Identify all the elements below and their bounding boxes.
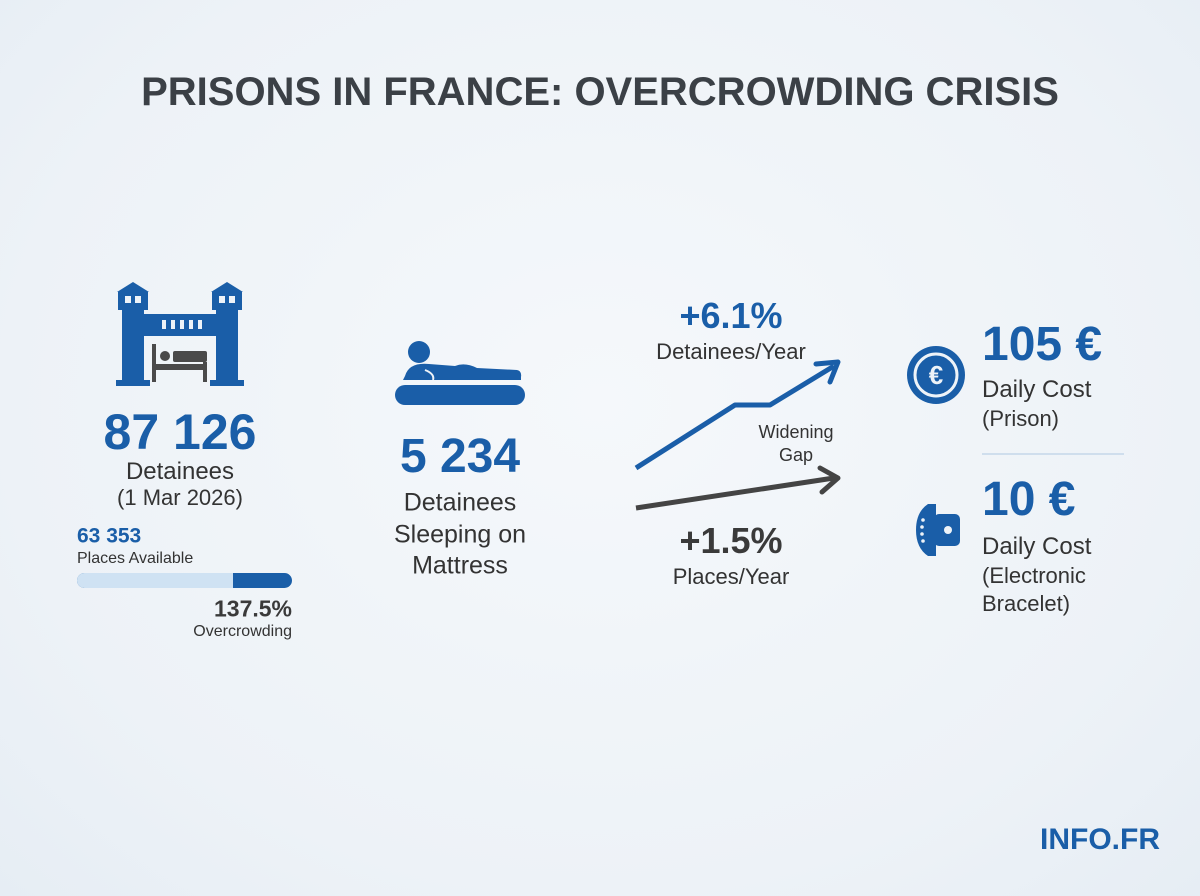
page-title: PRISONS IN FRANCE: OVERCROWDING CRISIS <box>141 70 1059 114</box>
mattress-label-line-2: Sleeping on <box>393 520 527 549</box>
overcrowding-label: Overcrowding <box>193 623 292 640</box>
detainees-trend-arrow <box>634 359 841 471</box>
detainees-growth-label: Detainees/Year <box>656 339 806 364</box>
gap-label-line-1: Widening <box>758 422 834 442</box>
electronic-bracelet-icon <box>916 504 960 556</box>
detainees-count: 87 126 <box>103 404 257 460</box>
bracelet-cost-label-line-1: Daily Cost <box>982 533 1092 560</box>
capacity-bar-places-segment <box>77 573 234 588</box>
bracelet-cost-label-line-2: (Electronic <box>982 563 1086 588</box>
capacity-bar <box>77 573 292 588</box>
places-growth-label: Places/Year <box>672 564 790 589</box>
euro-coin-icon: € <box>907 346 965 404</box>
cost-divider <box>982 453 1124 455</box>
places-growth: +1.5% <box>679 520 783 561</box>
mattress-label-line-3: Mattress <box>412 551 508 580</box>
prison-with-bed-icon <box>116 282 244 386</box>
detainees-date: (1 Mar 2026) <box>117 485 243 510</box>
bracelet-cost-label-line-3: Bracelet) <box>982 591 1071 616</box>
svg-text:€: € <box>929 360 943 390</box>
gap-label-line-2: Gap <box>778 445 814 465</box>
detainees-label: Detainees <box>125 458 235 485</box>
person-on-mattress-icon <box>395 341 525 405</box>
places-label: Places Available <box>77 550 194 567</box>
mattress-label-line-1: Detainees <box>403 488 517 517</box>
mattress-count: 5 234 <box>399 430 521 483</box>
prison-cost-label-line-1: Daily Cost <box>982 376 1092 403</box>
places-trend-arrow <box>635 465 841 511</box>
brand-logo: INFO.FR <box>1040 823 1160 856</box>
detainees-growth: +6.1% <box>679 295 783 336</box>
prison-cost-label-line-2: (Prison) <box>982 406 1060 431</box>
overcrowding-rate: 137.5% <box>213 595 292 622</box>
places-count: 63 353 <box>77 524 142 548</box>
bracelet-cost-value: 10 € <box>982 473 1076 526</box>
prison-cost-value: 105 € <box>982 318 1103 371</box>
